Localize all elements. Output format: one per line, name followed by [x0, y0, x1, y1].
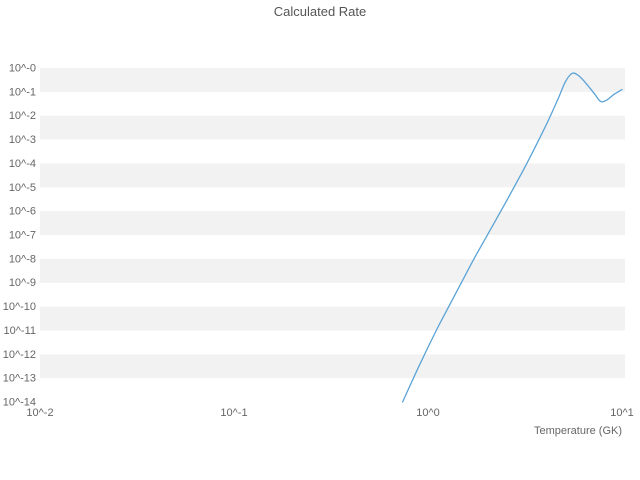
- grid-band: [40, 68, 625, 92]
- y-tick-label: 10^-13: [3, 373, 36, 385]
- y-tick-label: 10^-9: [9, 277, 36, 289]
- y-tick-label: 10^-3: [9, 134, 36, 146]
- x-tick-label: 10^1: [610, 407, 634, 419]
- y-tick-label: 10^-11: [4, 325, 36, 337]
- grid-band: [40, 211, 625, 235]
- y-tick-label: 10^-2: [9, 110, 36, 122]
- y-tick-label: 10^-5: [9, 182, 36, 194]
- grid-band: [40, 163, 625, 188]
- y-tick-label: 10^-7: [9, 230, 36, 242]
- grid-band: [40, 354, 625, 379]
- y-tick-label: 10^-1: [9, 86, 36, 98]
- x-axis-label: Temperature (GK): [533, 425, 622, 437]
- x-tick-label: 10^-2: [26, 407, 53, 419]
- y-tick-label: 10^-10: [3, 301, 36, 313]
- y-tick-label: 10^-12: [3, 349, 36, 361]
- grid-band: [40, 306, 625, 331]
- y-tick-label: 10^-6: [9, 206, 36, 218]
- grid-band: [40, 115, 625, 140]
- x-tick-label: 10^0: [416, 407, 440, 419]
- x-tick-label: 10^-1: [220, 407, 247, 419]
- grid-band: [40, 258, 625, 283]
- rate-curve: [401, 72, 623, 403]
- y-tick-label: 10^-14: [3, 397, 36, 409]
- y-tick-label: 10^-4: [9, 158, 36, 170]
- chart-title: Calculated Rate: [273, 4, 367, 19]
- y-tick-label: 10^-8: [9, 253, 36, 265]
- y-tick-label: 10^-0: [9, 63, 36, 75]
